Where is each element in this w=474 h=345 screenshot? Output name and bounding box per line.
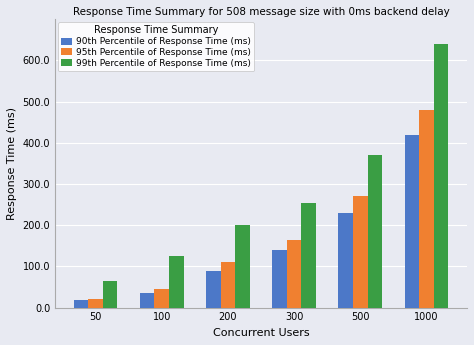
Bar bbox=[419, 110, 434, 308]
Bar bbox=[155, 289, 169, 308]
Bar bbox=[287, 240, 301, 308]
Bar bbox=[434, 44, 448, 308]
Bar bbox=[74, 300, 88, 308]
Legend: 90th Percentile of Response Time (ms), 95th Percentile of Response Time (ms), 99: 90th Percentile of Response Time (ms), 9… bbox=[58, 22, 254, 71]
Bar bbox=[206, 270, 221, 308]
Bar bbox=[301, 203, 316, 308]
Bar bbox=[88, 298, 103, 308]
Bar bbox=[169, 256, 183, 308]
Bar bbox=[405, 135, 419, 308]
Bar bbox=[221, 262, 235, 308]
Bar bbox=[103, 281, 118, 308]
Bar bbox=[235, 225, 250, 308]
Bar bbox=[353, 196, 367, 308]
X-axis label: Concurrent Users: Concurrent Users bbox=[213, 328, 310, 338]
Title: Response Time Summary for 508 message size with 0ms backend delay: Response Time Summary for 508 message si… bbox=[73, 7, 449, 17]
Bar bbox=[367, 155, 382, 308]
Y-axis label: Response Time (ms): Response Time (ms) bbox=[7, 107, 17, 220]
Bar bbox=[140, 293, 155, 308]
Bar bbox=[272, 250, 287, 308]
Bar bbox=[338, 213, 353, 308]
